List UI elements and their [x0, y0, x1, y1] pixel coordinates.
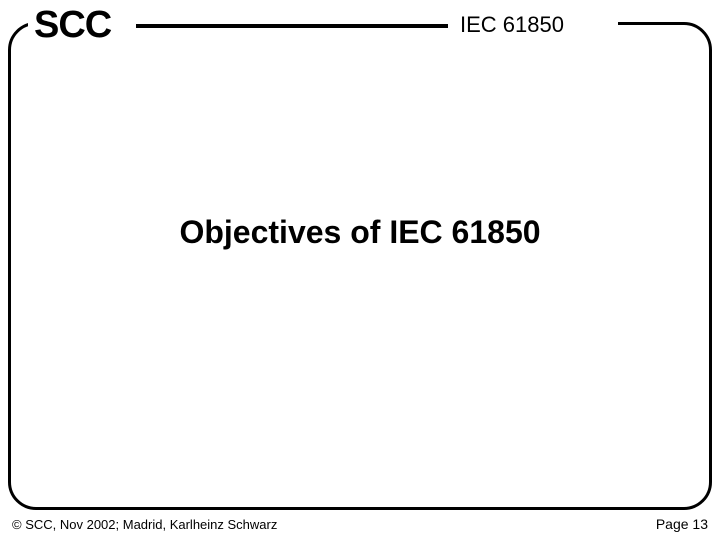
slide-border	[8, 22, 712, 510]
header-title: IEC 61850	[460, 12, 564, 38]
header-divider-line	[136, 24, 448, 28]
slide-main-title: Objectives of IEC 61850	[0, 214, 720, 251]
footer-page-number: Page 13	[656, 516, 708, 532]
logo-text: SCC	[34, 4, 111, 47]
footer-copyright: © SCC, Nov 2002; Madrid, Karlheinz Schwa…	[12, 517, 277, 532]
